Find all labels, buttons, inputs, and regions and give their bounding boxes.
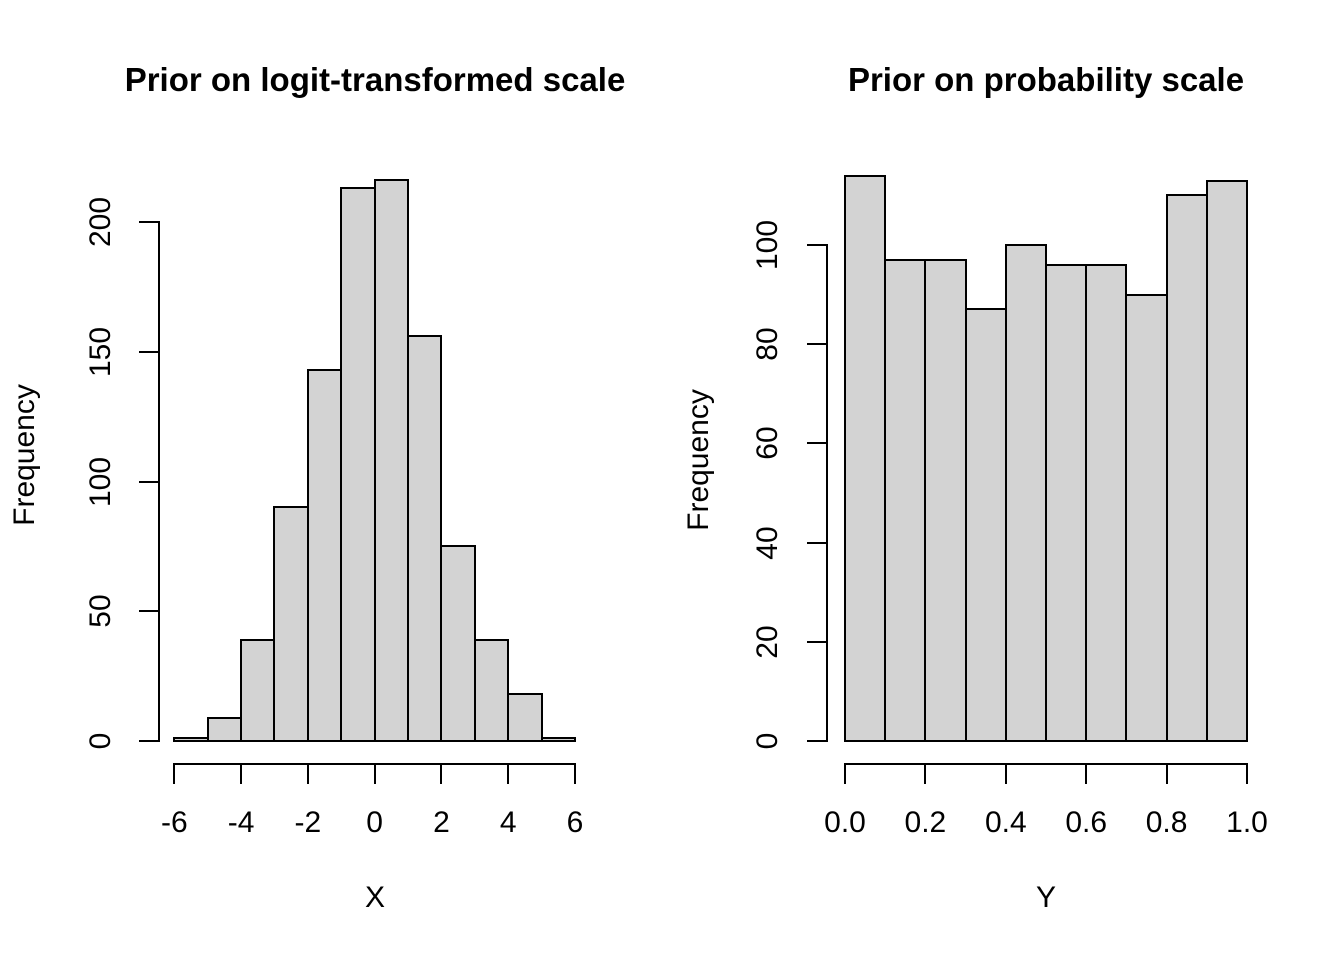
y-tick-label: 60 <box>751 426 784 461</box>
y-tick <box>139 740 159 742</box>
right-y-axis-label: Frequency <box>682 389 715 531</box>
histogram-bar <box>273 506 309 742</box>
x-tick-label: 0.4 <box>984 806 1027 839</box>
histogram-bar <box>1085 263 1128 742</box>
x-tick-label: 2 <box>433 806 450 839</box>
histogram-bar <box>440 545 476 742</box>
histogram-bar <box>473 638 510 742</box>
x-tick-label: -6 <box>160 806 188 839</box>
y-tick-label: 0 <box>751 732 784 750</box>
x-tick <box>507 765 510 784</box>
x-axis-line <box>844 763 1248 765</box>
x-tick <box>373 765 376 784</box>
x-tick-label: 0 <box>366 806 383 839</box>
x-tick <box>1246 765 1248 784</box>
histogram-bar <box>540 737 576 742</box>
x-tick-label: 0.0 <box>824 806 866 839</box>
histogram-bar <box>884 258 927 742</box>
y-tick <box>139 221 159 223</box>
x-tick <box>1165 765 1168 784</box>
x-tick <box>306 765 309 784</box>
histogram-bar <box>1045 263 1088 742</box>
x-tick-label: 0.6 <box>1065 806 1108 839</box>
histogram-bar <box>507 693 543 742</box>
x-tick <box>844 765 846 784</box>
x-tick-label: 0.8 <box>1145 806 1188 839</box>
y-tick <box>139 350 159 353</box>
y-axis-line <box>158 221 160 742</box>
x-tick-label: -4 <box>227 806 255 839</box>
y-tick <box>807 541 827 544</box>
histogram-bar <box>373 179 409 742</box>
histogram-bar <box>1125 293 1168 742</box>
x-tick <box>573 765 576 784</box>
y-tick <box>139 480 159 483</box>
y-tick-label: 80 <box>751 327 784 361</box>
y-tick <box>807 442 827 445</box>
x-tick-label: 4 <box>499 806 517 839</box>
y-tick-label: 20 <box>751 625 784 659</box>
histogram-bar <box>924 258 967 742</box>
histogram-bar <box>1165 194 1208 742</box>
right-chart-title: Prior on probability scale <box>847 61 1245 98</box>
right-x-axis-label: Y <box>1035 881 1057 914</box>
y-tick <box>139 610 159 613</box>
x-tick-label: 1.0 <box>1226 806 1268 839</box>
x-tick-label: 6 <box>566 806 584 839</box>
x-tick <box>240 765 243 784</box>
x-tick <box>924 765 927 784</box>
y-axis-line <box>826 244 828 742</box>
left-x-axis-label: X <box>364 881 386 914</box>
left-chart-title: Prior on logit-transformed scale <box>124 61 626 98</box>
histogram-bar <box>844 174 887 742</box>
y-tick <box>807 640 827 643</box>
x-tick <box>1085 765 1088 784</box>
histogram-bar <box>1205 179 1248 742</box>
histogram-bar <box>964 308 1007 742</box>
y-tick-label: 40 <box>751 525 784 560</box>
y-tick <box>807 343 827 346</box>
y-tick <box>807 740 827 742</box>
x-tick-label: 0.2 <box>904 806 947 839</box>
x-axis-line <box>173 763 576 765</box>
x-tick <box>440 765 443 784</box>
x-tick-label: -2 <box>294 806 322 839</box>
x-tick <box>1004 765 1007 784</box>
y-tick <box>807 244 827 246</box>
y-tick-label: 100 <box>751 219 784 271</box>
histogram-bar <box>240 638 276 742</box>
histogram-bar <box>407 335 443 742</box>
histogram-bar <box>1004 244 1047 742</box>
x-tick <box>173 765 176 784</box>
